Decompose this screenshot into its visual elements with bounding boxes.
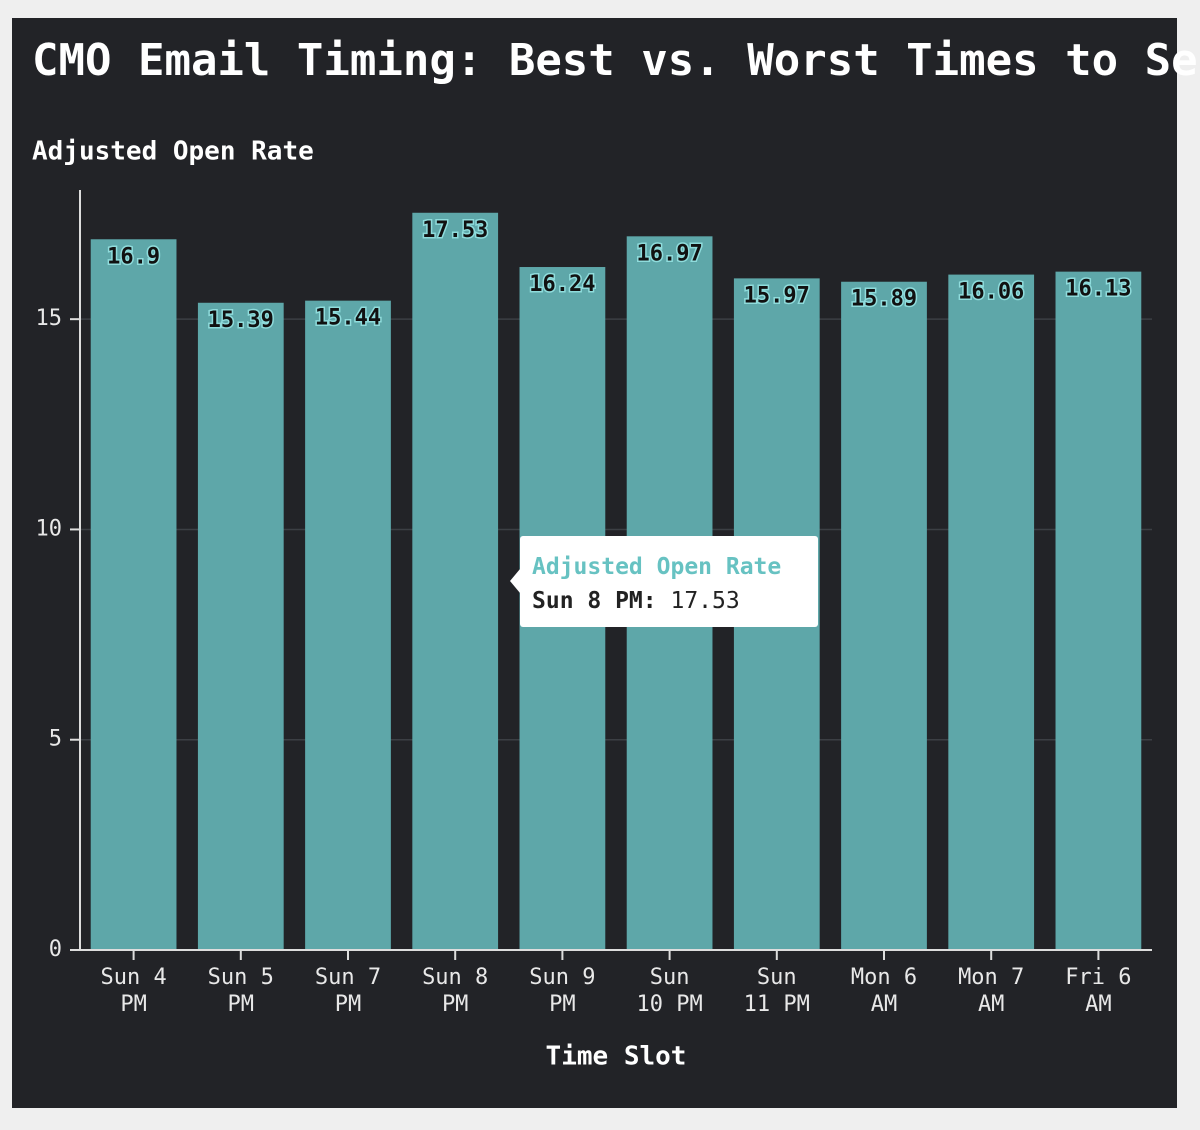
tooltip-title: Adjusted Open Rate xyxy=(532,554,782,580)
chart-title: CMO Email Timing: Best vs. Worst Times t… xyxy=(32,35,1200,86)
value-label: 15.89 xyxy=(851,287,917,312)
bar xyxy=(412,212,499,950)
x-tick-label: Sun 4 PM xyxy=(100,965,167,1017)
y-tick-label: 0 xyxy=(49,937,62,962)
x-tick-label: Sun 7 PM xyxy=(314,965,382,1017)
tooltip-row: Sun 8 PM: 17.53 xyxy=(532,584,806,618)
bar xyxy=(1055,271,1142,950)
tooltip-value: 17.53 xyxy=(670,588,740,614)
tooltip-label: Sun 8 PM: xyxy=(532,588,657,614)
y-tick-label: 10 xyxy=(36,516,63,541)
x-tick-label: Sun 5 PM xyxy=(207,965,274,1017)
bar xyxy=(305,300,391,950)
x-axis-title: Time Slot xyxy=(546,1042,687,1072)
bar xyxy=(197,302,284,950)
x-tick-label: Mon 6 AM xyxy=(850,965,918,1017)
y-axis-title: Adjusted Open Rate xyxy=(32,137,314,167)
value-label: 16.13 xyxy=(1065,277,1131,302)
bar xyxy=(841,281,927,951)
value-label: 16.97 xyxy=(636,241,702,266)
bar xyxy=(90,239,177,950)
value-label: 15.97 xyxy=(744,283,810,308)
bar xyxy=(948,274,1035,950)
tooltip: Adjusted Open Rate Sun 8 PM: 17.53 xyxy=(510,536,818,627)
x-tick-label: Sun 10 PM xyxy=(636,965,703,1017)
x-tick-label: Fri 6 AM xyxy=(1065,965,1132,1017)
x-tick-label: Mon 7 AM xyxy=(958,965,1025,1017)
x-tick-label: Sun 9 PM xyxy=(529,965,596,1017)
y-tick-label: 5 xyxy=(49,727,62,752)
x-tick-label: Sun 11 PM xyxy=(743,965,810,1017)
value-label: 15.39 xyxy=(208,308,274,333)
x-tick-label: Sun 8 PM xyxy=(422,965,489,1017)
value-label: 16.06 xyxy=(958,280,1024,305)
y-tick-label: 15 xyxy=(36,306,63,331)
value-label: 17.53 xyxy=(422,218,488,243)
value-label: 15.44 xyxy=(315,306,381,331)
value-label: 16.9 xyxy=(107,244,160,269)
value-label: 16.24 xyxy=(529,272,595,297)
